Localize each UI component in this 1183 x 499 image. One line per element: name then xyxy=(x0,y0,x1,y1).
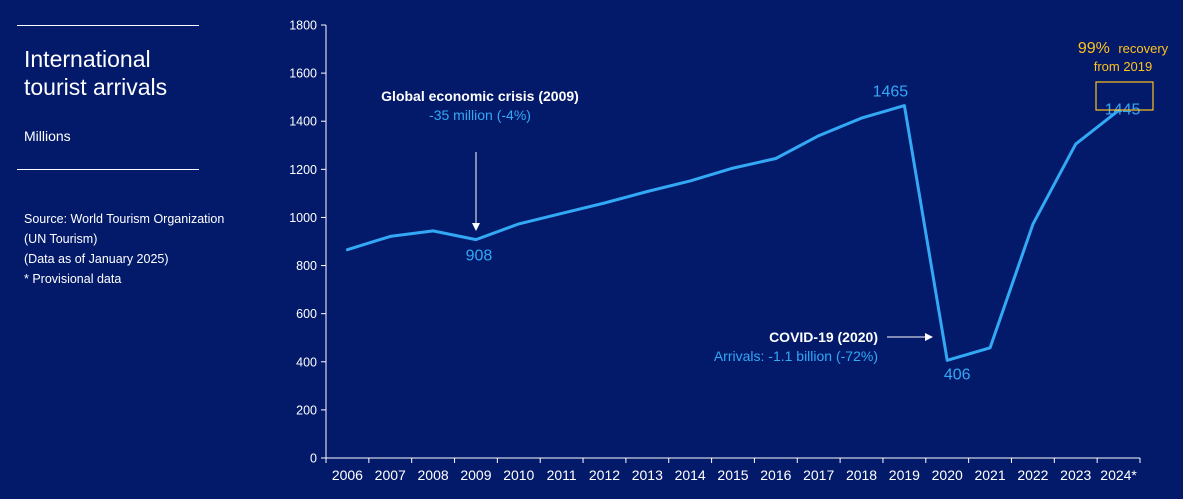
y-tick-label: 800 xyxy=(296,259,317,273)
x-tick-label: 2024* xyxy=(1100,467,1137,483)
y-tick-label: 1400 xyxy=(289,115,317,129)
x-tick-label: 2014 xyxy=(675,467,706,483)
recovery-percent: 99% xyxy=(1078,40,1110,57)
tick-labels: 0 200 400 600 800 1000 1200 1400 1600 1800 2006 200… xyxy=(289,19,1137,484)
x-tick-label: 2020 xyxy=(932,467,963,483)
source-line: (UN Tourism) xyxy=(24,232,98,246)
x-tick-label: 2011 xyxy=(547,467,577,483)
unit-label: Millions xyxy=(24,128,71,144)
x-tick-label: 2019 xyxy=(889,467,920,483)
series-line xyxy=(345,104,1121,362)
y-tick-label: 1200 xyxy=(289,163,317,177)
x-tick-label: 2006 xyxy=(332,467,363,483)
x-tick-label: 2015 xyxy=(717,467,748,483)
x-tick-label: 2008 xyxy=(418,467,449,483)
recovery-box xyxy=(1095,81,1154,111)
y-tick-label: 600 xyxy=(296,307,317,321)
source-line: (Data as of January 2025) xyxy=(24,252,169,266)
x-tick-label: 2013 xyxy=(632,467,663,483)
x-tick-label: 2023 xyxy=(1060,467,1091,483)
x-tick-label: 2018 xyxy=(846,467,877,483)
x-tick-label: 2017 xyxy=(803,467,834,483)
data-label: 406 xyxy=(944,366,971,383)
chart-title: International tourist arrivals xyxy=(24,45,264,101)
x-tick-label: 2022 xyxy=(1017,467,1048,483)
covid-arrow-head xyxy=(925,333,933,341)
x-tick-label: 2010 xyxy=(503,467,534,483)
crisis-annotation-detail: -35 million (-4%) xyxy=(429,107,531,123)
bottom-rule xyxy=(17,169,199,170)
data-label: 908 xyxy=(466,248,493,265)
source-line: Source: World Tourism Organization xyxy=(24,212,225,226)
recovery-from: from 2019 xyxy=(1094,59,1153,74)
recovery-annotation: 99% recovery xyxy=(1078,40,1169,57)
recovery-word: recovery xyxy=(1118,41,1168,56)
x-tick-label: 2016 xyxy=(760,467,791,483)
title-line-1: International xyxy=(24,46,151,72)
covid-annotation-title: COVID-19 (2020) xyxy=(769,329,878,345)
top-rule xyxy=(17,25,199,26)
source-line: * Provisional data xyxy=(24,272,122,286)
x-tick-label: 2012 xyxy=(589,467,620,483)
source-note: Source: World Tourism Organization (UN T… xyxy=(24,209,224,289)
x-tick-label: 2007 xyxy=(375,467,406,483)
x-tick-label: 2009 xyxy=(460,467,491,483)
y-tick-label: 200 xyxy=(296,403,317,417)
data-label: 1465 xyxy=(873,84,909,101)
crisis-arrow-head xyxy=(472,223,480,231)
crisis-annotation-title: Global economic crisis (2009) xyxy=(381,88,579,104)
title-line-2: tourist arrivals xyxy=(24,74,168,100)
y-tick-label: 400 xyxy=(296,355,317,369)
covid-annotation-detail: Arrivals: -1.1 billion (-72%) xyxy=(714,348,878,364)
axes xyxy=(321,24,1141,463)
y-tick-label: 1800 xyxy=(289,19,317,33)
x-tick-label: 2021 xyxy=(974,467,1005,483)
y-tick-label: 1600 xyxy=(289,67,317,81)
y-tick-label: 1000 xyxy=(289,211,317,225)
y-tick-label: 0 xyxy=(310,452,317,466)
